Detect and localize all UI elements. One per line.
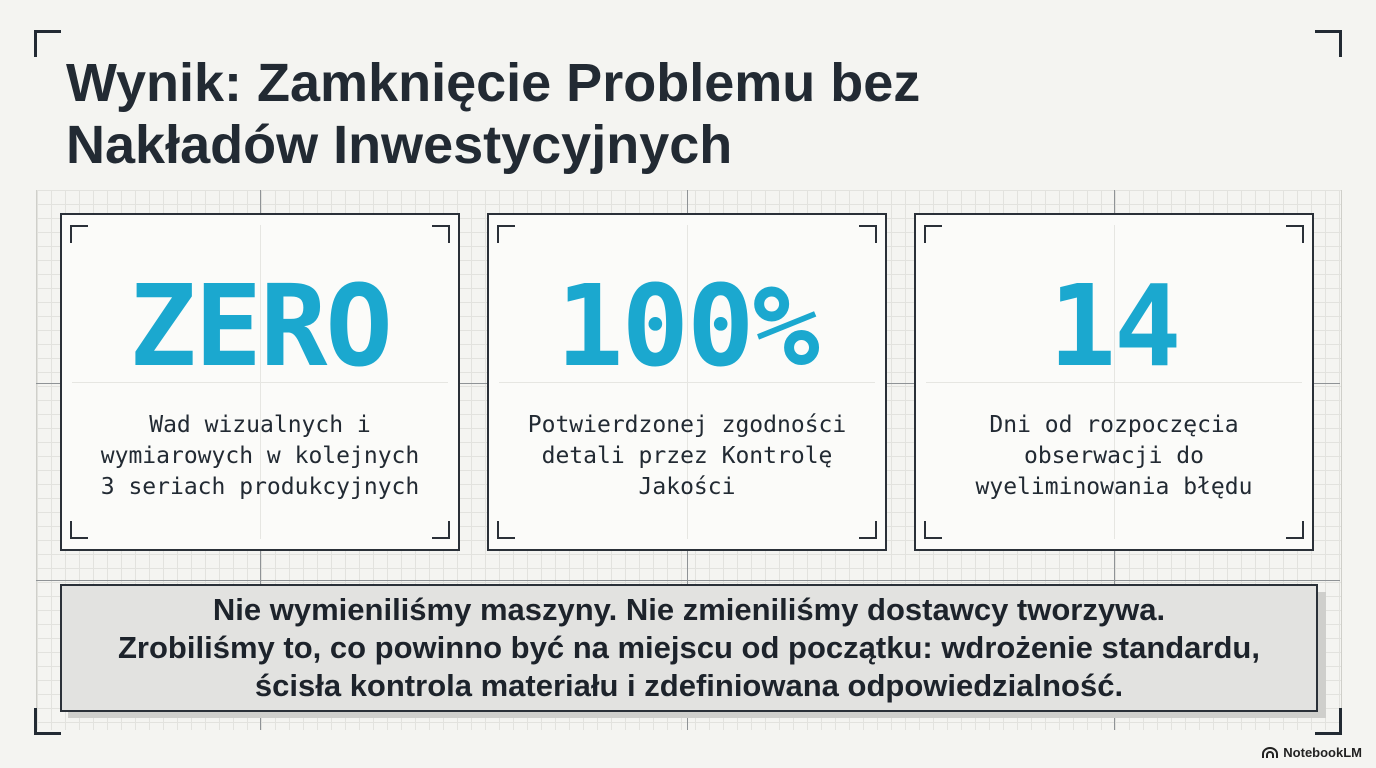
stat-card-zero: ZERO Wad wizualnych i wymiarowych w kole… bbox=[60, 213, 460, 551]
card-corner bbox=[497, 225, 515, 243]
card-corner bbox=[859, 225, 877, 243]
card-corner bbox=[924, 521, 942, 539]
notebooklm-logo-icon bbox=[1262, 746, 1279, 759]
stat-value: 14 bbox=[1048, 262, 1182, 392]
card-corner bbox=[1286, 521, 1304, 539]
title-line-1: Wynik: Zamknięcie Problemu bez bbox=[66, 53, 921, 113]
stat-value: ZERO bbox=[129, 262, 393, 392]
frame-corner bbox=[34, 30, 61, 57]
card-corner bbox=[1286, 225, 1304, 243]
card-guide bbox=[926, 382, 1302, 383]
card-guide bbox=[72, 382, 448, 383]
card-guide bbox=[499, 382, 875, 383]
summary-banner: Nie wymieniliśmy maszyny. Nie zmieniliśm… bbox=[60, 584, 1318, 712]
stat-value: 100% bbox=[556, 262, 820, 392]
stat-card-days: 14 Dni od rozpoczęcia obserwacji do wyel… bbox=[914, 213, 1314, 551]
stat-description: Wad wizualnych i wymiarowych w kolejnych… bbox=[100, 412, 420, 500]
stat-description: Dni od rozpoczęcia obserwacji do wyelimi… bbox=[975, 412, 1253, 500]
title-line-2: Nakładów Inwestycyjnych bbox=[66, 115, 733, 175]
card-corner bbox=[859, 521, 877, 539]
summary-text: Nie wymieniliśmy maszyny. Nie zmieniliśm… bbox=[118, 592, 1260, 703]
card-corner bbox=[432, 225, 450, 243]
frame-corner bbox=[1315, 30, 1342, 57]
stat-card-percent: 100% Potwierdzonej zgodności detali prze… bbox=[487, 213, 887, 551]
card-corner bbox=[70, 521, 88, 539]
card-corner bbox=[432, 521, 450, 539]
guide-line bbox=[36, 580, 1340, 581]
brand-watermark: NotebookLM bbox=[1262, 745, 1362, 760]
frame-corner bbox=[34, 708, 61, 735]
brand-label: NotebookLM bbox=[1283, 745, 1362, 760]
frame-corner bbox=[1315, 708, 1342, 735]
stat-description: Potwierdzonej zgodności detali przez Kon… bbox=[527, 412, 847, 500]
card-corner bbox=[70, 225, 88, 243]
card-corner bbox=[497, 521, 515, 539]
page-title: Wynik: Zamknięcie Problemu bez Nakładów … bbox=[66, 52, 1066, 176]
card-corner bbox=[924, 225, 942, 243]
